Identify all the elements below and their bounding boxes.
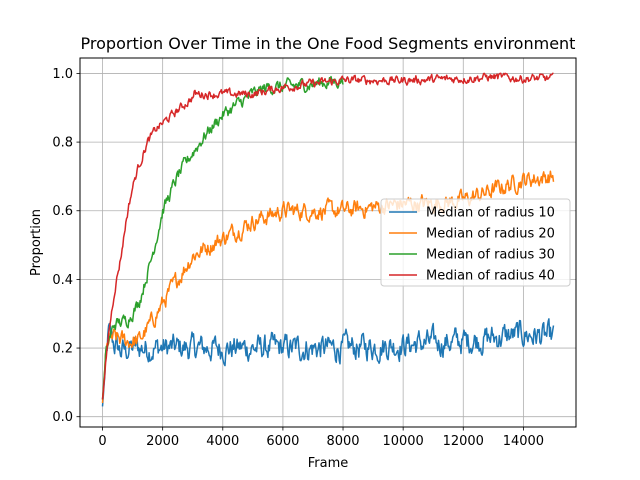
legend-label-1: Median of radius 10 — [426, 206, 555, 221]
legend: Median of radius 10 Median of radius 20 Me… — [380, 198, 571, 287]
x-tick-label: 2000 — [146, 434, 179, 449]
legend-box — [380, 198, 571, 287]
y-tick-label: 0.8 — [52, 136, 73, 151]
y-tick-label: 0.0 — [52, 410, 73, 425]
x-tick-label: 0 — [98, 434, 106, 449]
y-tick-label: 1.0 — [52, 67, 73, 82]
ticks: 0 2000 4000 6000 8000 10000 12000 14000 0.0 0.2 0.… — [52, 67, 544, 449]
y-axis-label: Proportion — [29, 209, 44, 276]
series-line-4 — [101, 72, 554, 400]
chart-title: Proportion Over Time in the One Food Seg… — [81, 34, 576, 53]
x-axis-label: Frame — [308, 456, 349, 471]
y-tick-label: 0.4 — [52, 273, 73, 288]
x-tick-label: 8000 — [326, 434, 359, 449]
x-tick-label: 12000 — [443, 434, 484, 449]
y-tick-label: 0.2 — [52, 342, 73, 357]
x-tick-label: 10000 — [382, 434, 423, 449]
legend-label-3: Median of radius 30 — [426, 248, 555, 263]
x-tick-label: 14000 — [503, 434, 544, 449]
y-tick-label: 0.6 — [52, 204, 73, 219]
series-line-2 — [101, 170, 555, 404]
x-tick-label: 6000 — [266, 434, 299, 449]
plot-frame — [79, 57, 577, 428]
x-tick-label: 4000 — [206, 434, 239, 449]
legend-label-2: Median of radius 20 — [426, 227, 555, 242]
legend-label-4: Median of radius 40 — [426, 269, 555, 284]
series-lines — [101, 72, 555, 407]
series-line-1 — [101, 318, 555, 407]
